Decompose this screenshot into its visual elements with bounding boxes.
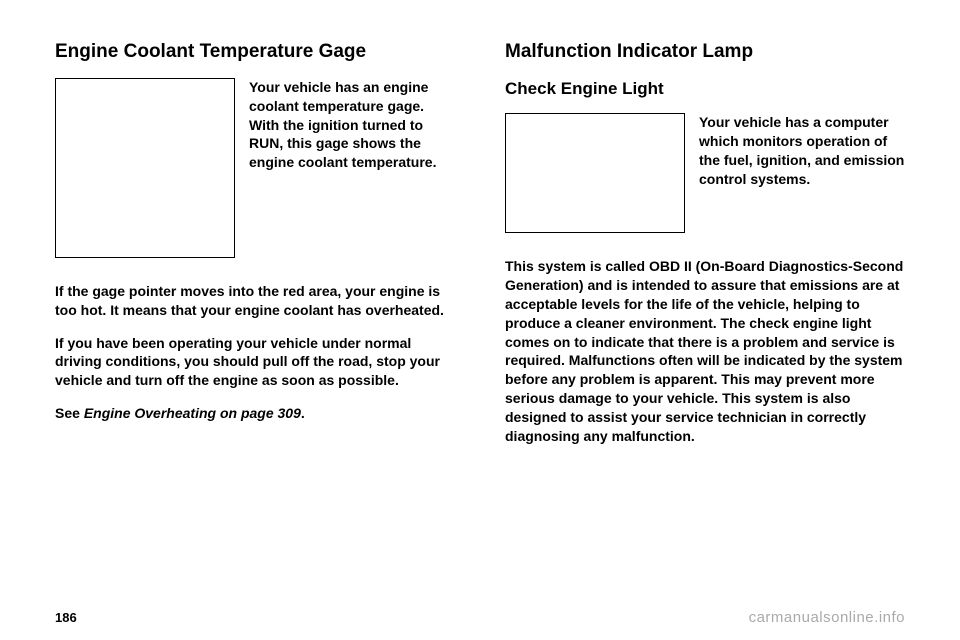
left-paragraph-1: If the gage pointer moves into the red a…: [55, 282, 455, 320]
right-subheading: Check Engine Light: [505, 78, 905, 99]
page-number: 186: [55, 610, 77, 625]
watermark-text: carmanualsonline.info: [749, 609, 905, 626]
right-paragraph-1: This system is called OBD II (On-Board D…: [505, 257, 905, 446]
right-figure-caption: Your vehicle has a computer which monito…: [699, 113, 905, 189]
right-column: Malfunction Indicator Lamp Check Engine …: [505, 40, 905, 580]
right-figure-block: Your vehicle has a computer which monito…: [505, 113, 905, 233]
left-heading: Engine Coolant Temperature Gage: [55, 40, 455, 64]
left-column: Engine Coolant Temperature Gage Your veh…: [55, 40, 455, 580]
check-engine-figure-placeholder: [505, 113, 685, 233]
left-figure-caption: Your vehicle has an engine coolant tempe…: [249, 78, 455, 172]
p3-reference: Engine Overheating on page 309: [84, 405, 301, 421]
manual-page: Engine Coolant Temperature Gage Your veh…: [0, 0, 960, 640]
left-paragraph-3: See Engine Overheating on page 309.: [55, 404, 455, 423]
p3-pre: See: [55, 405, 84, 421]
two-column-layout: Engine Coolant Temperature Gage Your veh…: [55, 40, 905, 580]
left-paragraph-2: If you have been operating your vehicle …: [55, 334, 455, 391]
p3-post: .: [301, 405, 305, 421]
right-heading: Malfunction Indicator Lamp: [505, 40, 905, 64]
page-footer: 186 carmanualsonline.info: [55, 609, 905, 626]
coolant-gage-figure-placeholder: [55, 78, 235, 258]
left-figure-block: Your vehicle has an engine coolant tempe…: [55, 78, 455, 258]
